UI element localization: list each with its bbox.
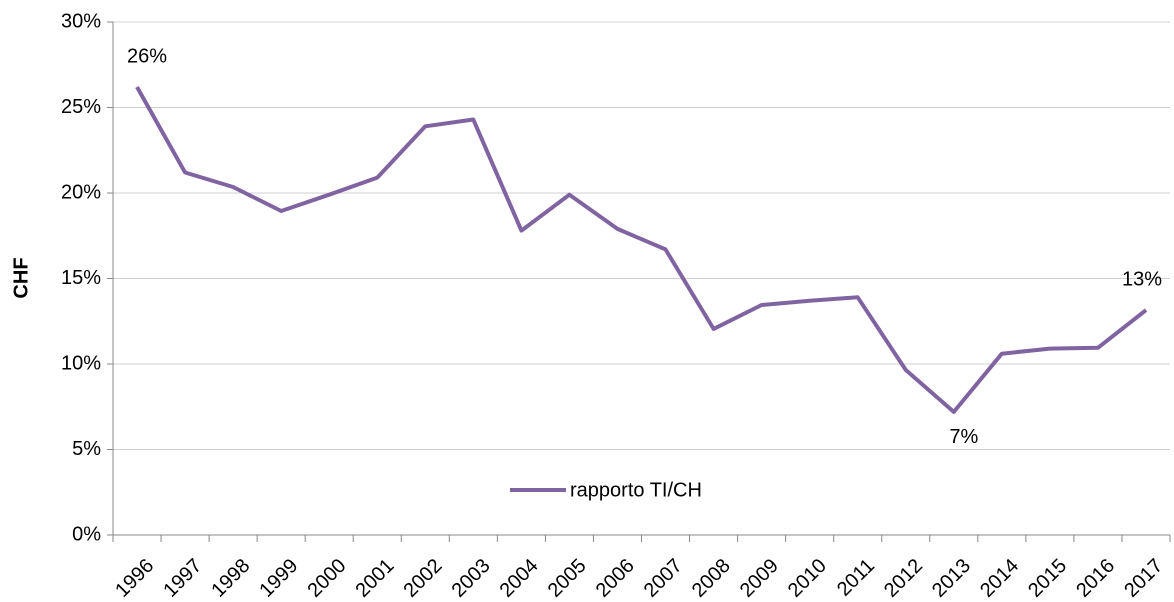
data-label: 13% <box>1122 268 1162 290</box>
x-tick-label: 1999 <box>255 555 302 602</box>
data-label: 7% <box>949 426 978 448</box>
y-tick-label: 30% <box>61 10 101 32</box>
x-tick-label: 2007 <box>640 555 687 602</box>
x-tick-label: 2010 <box>784 555 831 602</box>
x-tick-label: 2014 <box>976 555 1023 602</box>
y-tick-label: 10% <box>61 352 101 374</box>
legend-label: rapporto TI/CH <box>570 479 702 501</box>
x-tick-label: 2012 <box>880 555 927 602</box>
data-label: 26% <box>127 45 167 67</box>
x-tick-label: 2003 <box>448 555 495 602</box>
x-tick-label: 2000 <box>303 555 350 602</box>
y-axis-label: CHF <box>10 257 32 298</box>
x-tick-label: 1998 <box>207 555 254 602</box>
x-tick-label: 1997 <box>159 555 206 602</box>
x-tick-label: 2017 <box>1120 555 1167 602</box>
x-tick-label: 1996 <box>111 555 158 602</box>
x-tick-label: 2004 <box>496 555 543 602</box>
x-tick-label: 2006 <box>592 555 639 602</box>
x-tick-label: 2008 <box>688 555 735 602</box>
y-tick-label: 15% <box>61 267 101 289</box>
x-tick-label: 2005 <box>544 555 591 602</box>
y-tick-label: 25% <box>61 96 101 118</box>
x-tick-label: 2001 <box>351 555 398 602</box>
x-tick-label: 2009 <box>736 555 783 602</box>
x-tick-label: 2011 <box>833 555 879 601</box>
x-tick-label: 2013 <box>928 555 975 602</box>
x-tick-label: 2016 <box>1072 555 1119 602</box>
y-tick-label: 20% <box>61 181 101 203</box>
y-tick-label: 5% <box>72 438 101 460</box>
series-line <box>135 86 1148 414</box>
y-tick-label: 0% <box>72 523 101 545</box>
x-tick-label: 2015 <box>1024 555 1071 602</box>
x-tick-label: 2002 <box>400 555 447 602</box>
